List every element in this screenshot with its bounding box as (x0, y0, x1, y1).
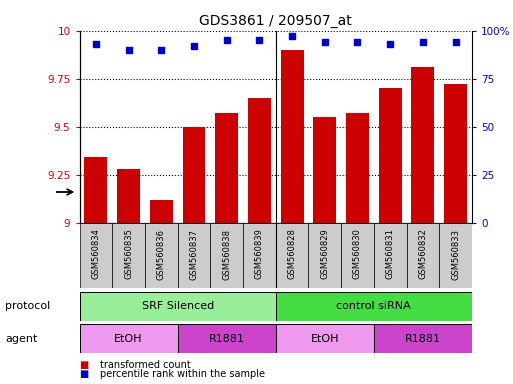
Text: GSM560831: GSM560831 (386, 228, 394, 280)
Bar (80, 223, 112, 288)
Text: GSM560835: GSM560835 (124, 228, 133, 280)
Text: control siRNA: control siRNA (337, 301, 411, 311)
Bar (117, 169, 140, 223)
Bar (281, 50, 304, 223)
Bar (145, 223, 177, 288)
Text: GSM560830: GSM560830 (353, 228, 362, 280)
Bar (80, 292, 275, 321)
Text: protocol: protocol (5, 301, 50, 311)
Text: ■: ■ (80, 369, 89, 379)
Text: R1881: R1881 (405, 334, 441, 344)
Bar (243, 223, 276, 288)
Text: GSM560832: GSM560832 (419, 228, 427, 280)
Text: agent: agent (5, 334, 37, 344)
Bar (411, 67, 435, 223)
Bar (80, 324, 177, 353)
Title: GDS3861 / 209507_at: GDS3861 / 209507_at (200, 14, 352, 28)
Text: GSM560839: GSM560839 (255, 228, 264, 280)
Bar (150, 200, 173, 223)
Bar (275, 292, 472, 321)
Text: EtOH: EtOH (310, 334, 339, 344)
Text: GSM560829: GSM560829 (320, 229, 329, 280)
Bar (374, 324, 472, 353)
Bar (374, 223, 406, 288)
Bar (275, 324, 374, 353)
Bar (210, 223, 243, 288)
Text: SRF Silenced: SRF Silenced (142, 301, 214, 311)
Bar (215, 113, 238, 223)
Bar (341, 223, 374, 288)
Bar (444, 84, 467, 223)
Text: GSM560837: GSM560837 (189, 228, 199, 280)
Bar (313, 117, 336, 223)
Text: GSM560828: GSM560828 (288, 228, 297, 280)
Text: GSM560838: GSM560838 (222, 228, 231, 280)
Bar (275, 223, 308, 288)
Text: ■: ■ (80, 360, 89, 370)
Text: R1881: R1881 (209, 334, 245, 344)
Bar (308, 223, 341, 288)
Text: GSM560834: GSM560834 (91, 228, 101, 280)
Bar (177, 324, 276, 353)
Bar (183, 127, 205, 223)
Bar (85, 157, 107, 223)
Text: percentile rank within the sample: percentile rank within the sample (100, 369, 265, 379)
Text: GSM560836: GSM560836 (157, 228, 166, 280)
Text: transformed count: transformed count (100, 360, 191, 370)
Bar (439, 223, 472, 288)
Text: EtOH: EtOH (114, 334, 143, 344)
Bar (248, 98, 271, 223)
Bar (406, 223, 439, 288)
Bar (177, 223, 210, 288)
Bar (379, 88, 402, 223)
Bar (112, 223, 145, 288)
Text: GSM560833: GSM560833 (451, 228, 460, 280)
Bar (346, 113, 369, 223)
